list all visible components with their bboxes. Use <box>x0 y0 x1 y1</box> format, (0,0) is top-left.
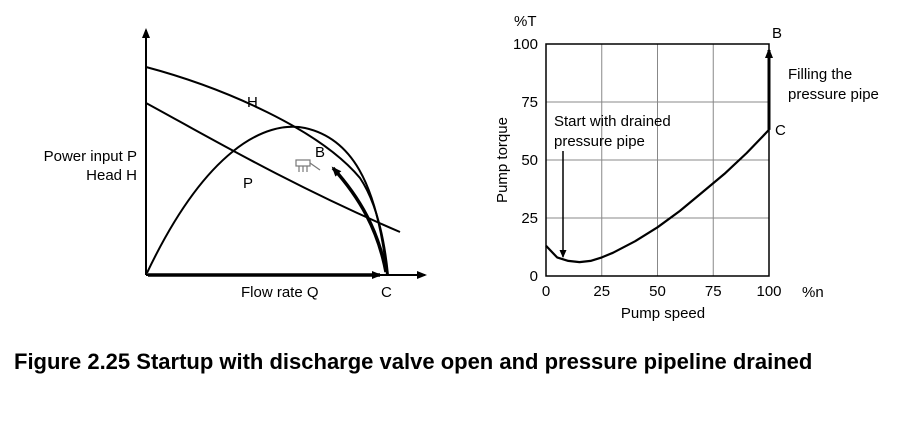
y-tick-label-4: 100 <box>513 36 538 53</box>
chart-ticks: 0 25 50 75 100 0 25 50 75 100 <box>513 36 782 300</box>
plot-frame <box>545 43 770 277</box>
y-tick-label-2: 50 <box>521 152 538 169</box>
curve-p-label: P <box>243 175 253 192</box>
annotation-fill-line1: Filling the <box>788 66 852 83</box>
left-y-label-power: Power input P <box>44 148 137 165</box>
left-point-b-label: B <box>315 144 325 161</box>
right-point-b-label: B <box>772 25 782 42</box>
x-unit-label: %n <box>802 284 824 301</box>
figure-caption: Figure 2.25 Startup with discharge valve… <box>14 349 813 374</box>
dome-curve <box>145 125 388 276</box>
right-point-c-label: C <box>775 122 786 139</box>
power-curve <box>145 102 401 233</box>
left-x-label: Flow rate Q <box>241 284 319 301</box>
chart-series <box>545 48 773 264</box>
y-unit-label: %T <box>514 13 537 30</box>
x-tick-label-0: 0 <box>542 283 550 300</box>
y-tick-label-3: 75 <box>521 94 538 111</box>
x-axis-label: Pump speed <box>621 305 705 322</box>
y-tick-label-0: 0 <box>530 268 538 285</box>
pointer-hand-icon <box>295 159 321 172</box>
y-axis-label: Pump torque <box>494 117 511 203</box>
left-point-c-label: C <box>381 284 392 301</box>
x-tick-label-3: 75 <box>705 283 722 300</box>
x-tick-label-1: 25 <box>593 283 610 300</box>
x-tick-label-2: 50 <box>649 283 666 300</box>
right-chart: 0 25 50 75 100 0 25 50 75 100 %T %n Pump torque P… <box>494 13 902 322</box>
head-curve <box>145 66 389 276</box>
annotation-fill-line2: pressure pipe <box>788 86 879 103</box>
left-y-label-head: Head H <box>86 167 137 184</box>
torque-curve <box>545 129 770 264</box>
annotation-start-line1: Start with drained <box>554 113 671 130</box>
y-tick-label-1: 25 <box>521 210 538 227</box>
chart-grid <box>545 43 770 277</box>
left-diagram: Power input P Head H Flow rate Q H P B C <box>44 28 427 301</box>
curve-h-label: H <box>247 94 258 111</box>
x-tick-label-4: 100 <box>756 283 781 300</box>
startup-path-arrow <box>331 166 388 273</box>
annotation-fill-mask <box>784 62 902 106</box>
annotation-start-line2: pressure pipe <box>554 133 645 150</box>
